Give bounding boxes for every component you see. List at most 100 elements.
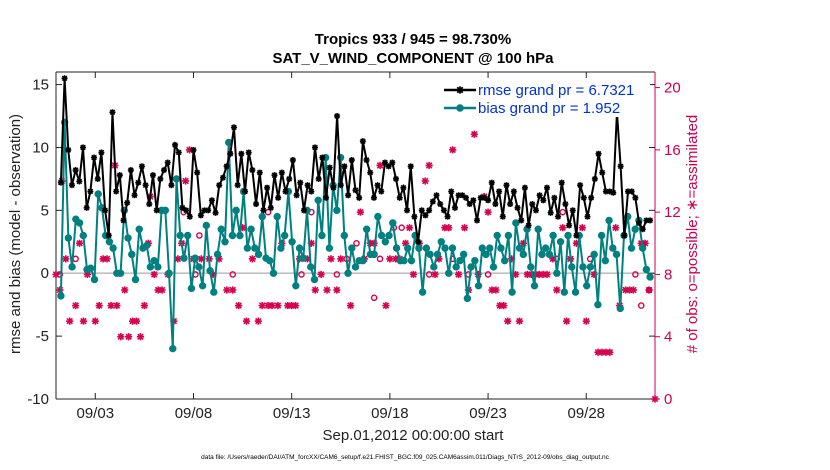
bias-point bbox=[273, 212, 281, 221]
y-tick-label: 10 bbox=[32, 139, 49, 156]
obs-assimilated-point bbox=[645, 286, 653, 294]
bias-point bbox=[333, 206, 341, 215]
obs-assimilated-point bbox=[117, 333, 125, 341]
bias-point bbox=[64, 234, 73, 242]
obs-assimilated-point bbox=[113, 301, 121, 310]
bias-point bbox=[348, 244, 356, 252]
obs-assimilated-point bbox=[346, 301, 355, 310]
rmse-point bbox=[621, 232, 628, 239]
rmse-point bbox=[503, 182, 510, 189]
y-tick-label: 15 bbox=[32, 77, 49, 94]
legend-entry-label: rmse grand pr = 6.7321 bbox=[478, 82, 634, 99]
obs-assimilated-point bbox=[431, 270, 439, 279]
bias-point bbox=[631, 225, 639, 233]
bias-point bbox=[142, 241, 151, 250]
rmse-point bbox=[470, 197, 477, 204]
rmse-point bbox=[80, 144, 87, 151]
rmse-point bbox=[227, 150, 234, 157]
y-right-tick-label: 16 bbox=[664, 142, 681, 159]
rmse-point bbox=[610, 189, 617, 196]
rmse-point bbox=[393, 175, 400, 182]
obs-assimilated-point bbox=[91, 317, 99, 325]
bias-point bbox=[538, 250, 546, 259]
obs-possible-point bbox=[298, 271, 305, 278]
bias-point bbox=[389, 219, 397, 227]
rmse-point bbox=[400, 184, 407, 191]
bias-point bbox=[57, 292, 65, 300]
bias-point bbox=[385, 231, 393, 240]
bias-point bbox=[508, 288, 516, 296]
obs-assimilated-point bbox=[52, 270, 60, 279]
legend-entry-label: bias grand pr = 1.952 bbox=[478, 100, 620, 117]
obs-assimilated-point bbox=[327, 255, 335, 263]
rmse-point bbox=[219, 174, 226, 181]
rmse-point bbox=[573, 232, 580, 239]
bias-point bbox=[404, 244, 412, 252]
bias-point bbox=[597, 231, 606, 240]
obs-assimilated-point bbox=[356, 208, 365, 216]
obs-possible-point bbox=[637, 302, 645, 309]
bias-point bbox=[314, 196, 322, 204]
rmse-point bbox=[532, 207, 539, 214]
bias-point bbox=[251, 244, 259, 252]
obs-possible-point bbox=[353, 239, 360, 247]
bias-point bbox=[415, 244, 423, 252]
rmse-point bbox=[496, 188, 503, 195]
bias-point bbox=[325, 244, 334, 252]
chart-subtitle: SAT_V_WIND_COMPONENT @ 100 hPa bbox=[272, 50, 554, 67]
bias-point bbox=[549, 231, 557, 240]
rmse-point bbox=[297, 179, 304, 186]
rmse-point bbox=[91, 154, 98, 161]
bias-point bbox=[482, 250, 490, 259]
rmse-point bbox=[411, 213, 418, 220]
obs-assimilated-point bbox=[606, 348, 614, 356]
rmse-point bbox=[183, 207, 190, 214]
rmse-point bbox=[72, 167, 79, 174]
obs-assimilated-point bbox=[504, 317, 512, 325]
obs-assimilated-point bbox=[79, 317, 88, 325]
bias-point bbox=[94, 190, 102, 198]
bias-point bbox=[489, 263, 498, 271]
bias-point bbox=[627, 244, 636, 252]
rmse-point bbox=[311, 144, 318, 151]
rmse-point bbox=[76, 178, 83, 185]
rmse-point bbox=[161, 167, 168, 174]
y-right-tick-label: 8 bbox=[664, 266, 672, 283]
rmse-point bbox=[242, 188, 249, 195]
rmse-point bbox=[87, 188, 94, 195]
rmse-point bbox=[172, 141, 179, 148]
rmse-point bbox=[98, 149, 105, 156]
obs-assimilated-point bbox=[425, 161, 433, 170]
footnote: data file: /Users/raeder/DAI/ATM_forcXX/… bbox=[201, 454, 610, 461]
rmse-point bbox=[271, 172, 278, 179]
bias-point bbox=[400, 256, 408, 265]
rmse-point bbox=[289, 157, 296, 164]
bias-point bbox=[213, 250, 222, 259]
obs-assimilated-point bbox=[62, 255, 70, 263]
rmse-point bbox=[499, 213, 506, 220]
rmse-point bbox=[639, 226, 646, 233]
obs-assimilated-point bbox=[317, 270, 325, 279]
rmse-point bbox=[370, 194, 377, 201]
rmse-point bbox=[551, 194, 558, 201]
bias-point bbox=[437, 238, 445, 246]
rmse-point bbox=[378, 188, 385, 195]
bias-point bbox=[605, 216, 613, 225]
obs-possible-point bbox=[398, 224, 405, 232]
legend-box bbox=[438, 80, 650, 117]
rmse-point bbox=[389, 159, 396, 166]
bias-point bbox=[344, 269, 352, 277]
rmse-point bbox=[282, 188, 289, 195]
rmse-point bbox=[451, 204, 458, 211]
rmse-point bbox=[124, 199, 131, 206]
rmse-point bbox=[304, 182, 311, 189]
bias-point bbox=[202, 221, 211, 230]
x-tick-label: 09/13 bbox=[273, 405, 311, 422]
bias-point bbox=[228, 231, 237, 240]
obs-assimilated-point bbox=[274, 301, 282, 310]
obs-assimilated-point bbox=[103, 255, 111, 263]
bias-point bbox=[579, 263, 587, 271]
bias-point bbox=[243, 244, 252, 252]
y-tick-label: 0 bbox=[41, 265, 49, 282]
bias-point bbox=[318, 231, 326, 240]
